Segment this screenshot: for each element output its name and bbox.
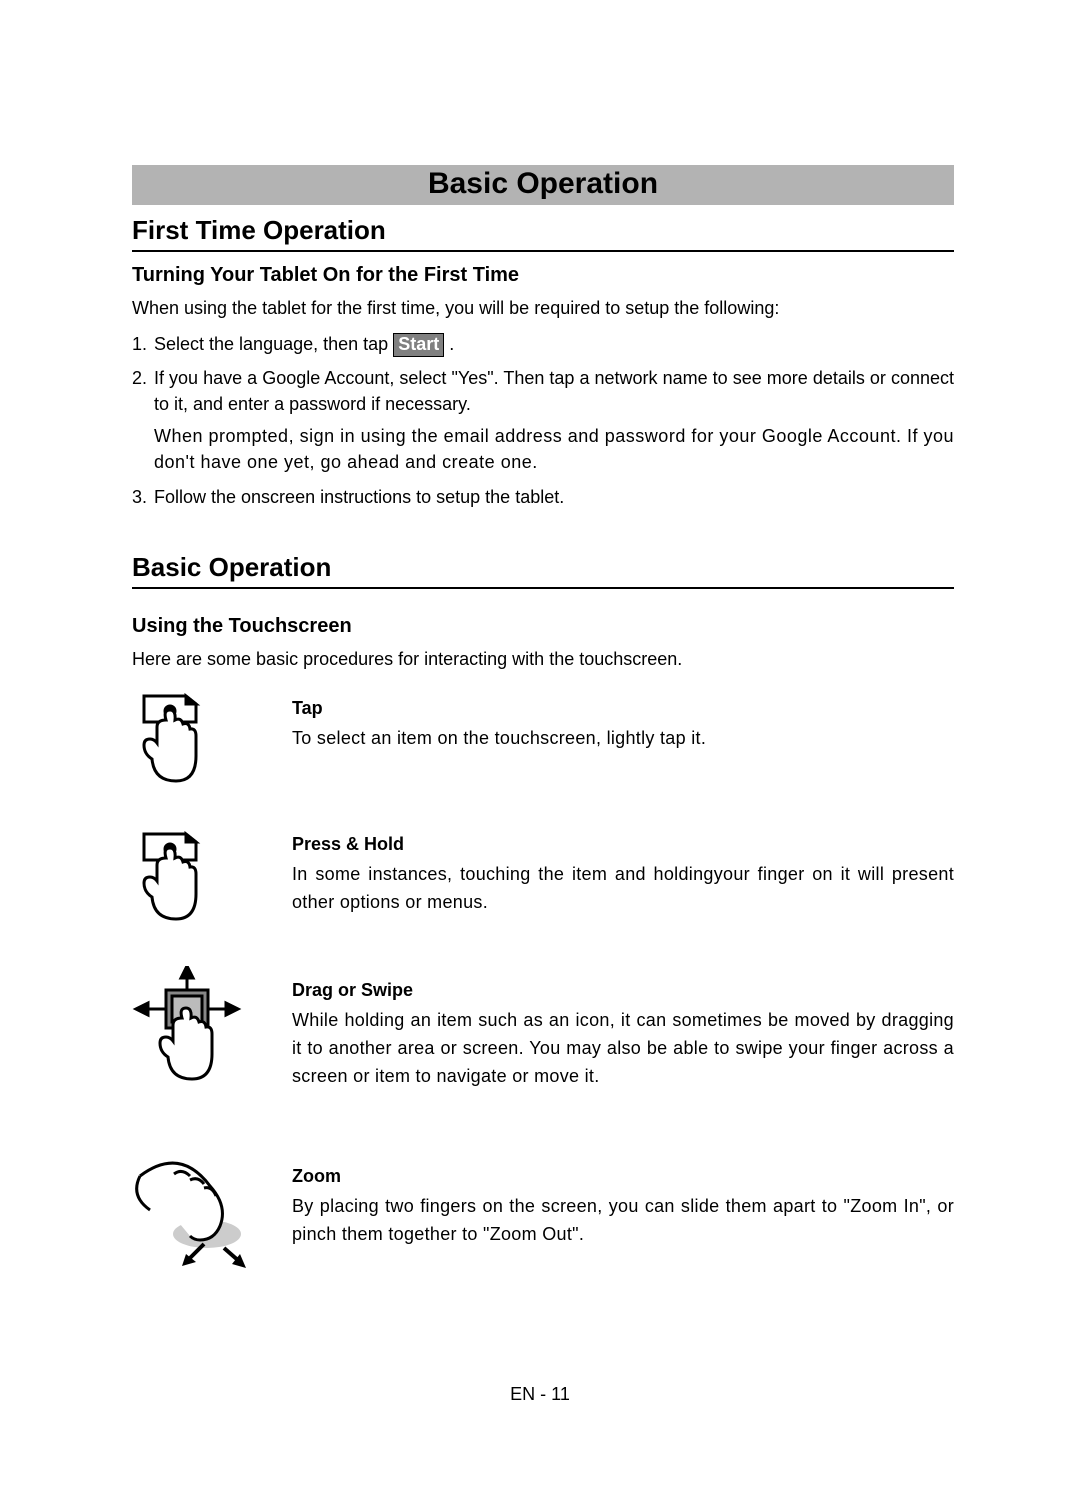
list-item: 3. Follow the onscreen instructions to s… (132, 484, 954, 510)
step-body: If you have a Google Account, select "Ye… (154, 365, 954, 475)
sub-heading-touchscreen: Using the Touchscreen (132, 615, 954, 638)
gesture-row-press-hold: Press & Hold In some instances, touching… (132, 828, 954, 938)
gesture-row-zoom: Zoom By placing two fingers on the scree… (132, 1156, 954, 1276)
page-title-bar: Basic Operation (132, 165, 954, 205)
intro-text: When using the tablet for the first time… (132, 295, 954, 321)
section-heading-first-time: First Time Operation (132, 215, 954, 252)
press-hold-icon (132, 828, 292, 938)
document-page: Basic Operation First Time Operation Tur… (0, 0, 1080, 1495)
gesture-title: Press & Hold (292, 834, 954, 855)
step-text-after: . (444, 334, 454, 354)
step-text: Follow the onscreen instructions to setu… (154, 487, 564, 507)
gesture-title: Tap (292, 698, 954, 719)
step-body: Select the language, then tap Start . (154, 331, 954, 357)
gesture-row-tap: Tap To select an item on the touchscreen… (132, 690, 954, 800)
step-subtext: When prompted, sign in using the email a… (154, 423, 954, 475)
drag-swipe-icon (132, 966, 292, 1116)
step-number: 2. (132, 365, 154, 475)
gesture-row-drag: Drag or Swipe While holding an item such… (132, 966, 954, 1116)
list-item: 1. Select the language, then tap Start . (132, 331, 954, 357)
gesture-desc: By placing two fingers on the screen, yo… (292, 1193, 954, 1249)
intro-text-2: Here are some basic procedures for inter… (132, 646, 954, 672)
gesture-desc: In some instances, touching the item and… (292, 861, 954, 917)
section-heading-basic-op: Basic Operation (132, 552, 954, 589)
step-text: Select the language, then tap (154, 334, 393, 354)
tap-icon (132, 690, 292, 800)
start-button-badge: Start (393, 333, 444, 357)
setup-steps-list: 1. Select the language, then tap Start .… (132, 331, 954, 510)
gesture-title: Zoom (292, 1166, 954, 1187)
list-item: 2. If you have a Google Account, select … (132, 365, 954, 475)
gesture-desc: While holding an item such as an icon, i… (292, 1007, 954, 1091)
zoom-icon (132, 1156, 292, 1276)
gesture-desc: To select an item on the touchscreen, li… (292, 725, 954, 753)
step-body: Follow the onscreen instructions to setu… (154, 484, 954, 510)
sub-heading-turning-on: Turning Your Tablet On for the First Tim… (132, 264, 954, 287)
page-footer: EN - 11 (0, 1384, 1080, 1405)
step-number: 1. (132, 331, 154, 357)
step-text: If you have a Google Account, select "Ye… (154, 368, 954, 414)
step-number: 3. (132, 484, 154, 510)
gesture-title: Drag or Swipe (292, 980, 954, 1001)
